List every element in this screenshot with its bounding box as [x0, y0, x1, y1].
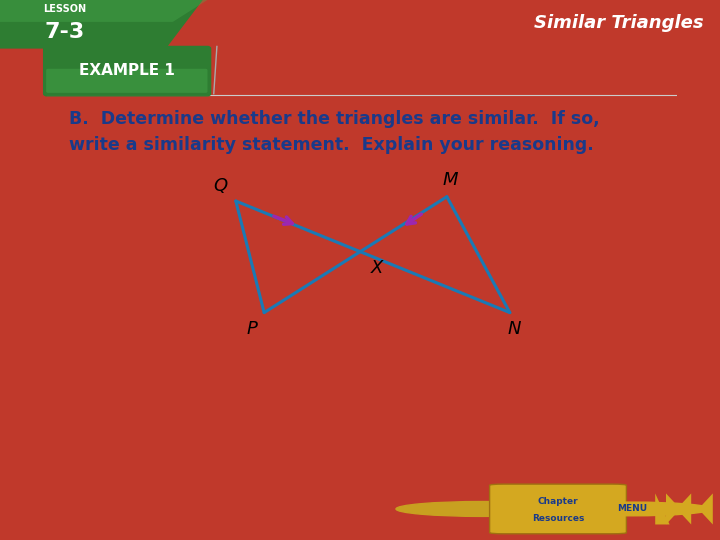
- Text: N: N: [508, 320, 521, 338]
- Polygon shape: [677, 494, 691, 524]
- Polygon shape: [655, 494, 670, 524]
- Text: Use the AA Similarity Postulate: Use the AA Similarity Postulate: [226, 63, 496, 78]
- Text: write a similarity statement.  Explain your reasoning.: write a similarity statement. Explain yo…: [69, 136, 593, 154]
- Text: M: M: [442, 171, 458, 190]
- Text: LESSON: LESSON: [43, 4, 86, 14]
- Text: EXAMPLE 1: EXAMPLE 1: [79, 63, 175, 78]
- Circle shape: [553, 502, 711, 516]
- Text: Chapter: Chapter: [538, 497, 578, 506]
- Text: P: P: [246, 320, 257, 338]
- Polygon shape: [698, 494, 713, 524]
- Text: Q: Q: [213, 177, 227, 194]
- Text: X: X: [372, 259, 384, 277]
- FancyBboxPatch shape: [46, 69, 207, 93]
- FancyBboxPatch shape: [490, 484, 626, 534]
- Text: Resources: Resources: [532, 514, 584, 523]
- Text: 7-3: 7-3: [45, 22, 85, 42]
- Text: B.  Determine whether the triangles are similar.  If so,: B. Determine whether the triangles are s…: [69, 111, 600, 129]
- FancyBboxPatch shape: [44, 46, 211, 96]
- Text: MENU: MENU: [617, 504, 647, 514]
- Circle shape: [396, 502, 569, 516]
- Polygon shape: [0, 0, 203, 49]
- Polygon shape: [0, 0, 207, 22]
- Text: Similar Triangles: Similar Triangles: [534, 15, 703, 32]
- Polygon shape: [666, 494, 680, 524]
